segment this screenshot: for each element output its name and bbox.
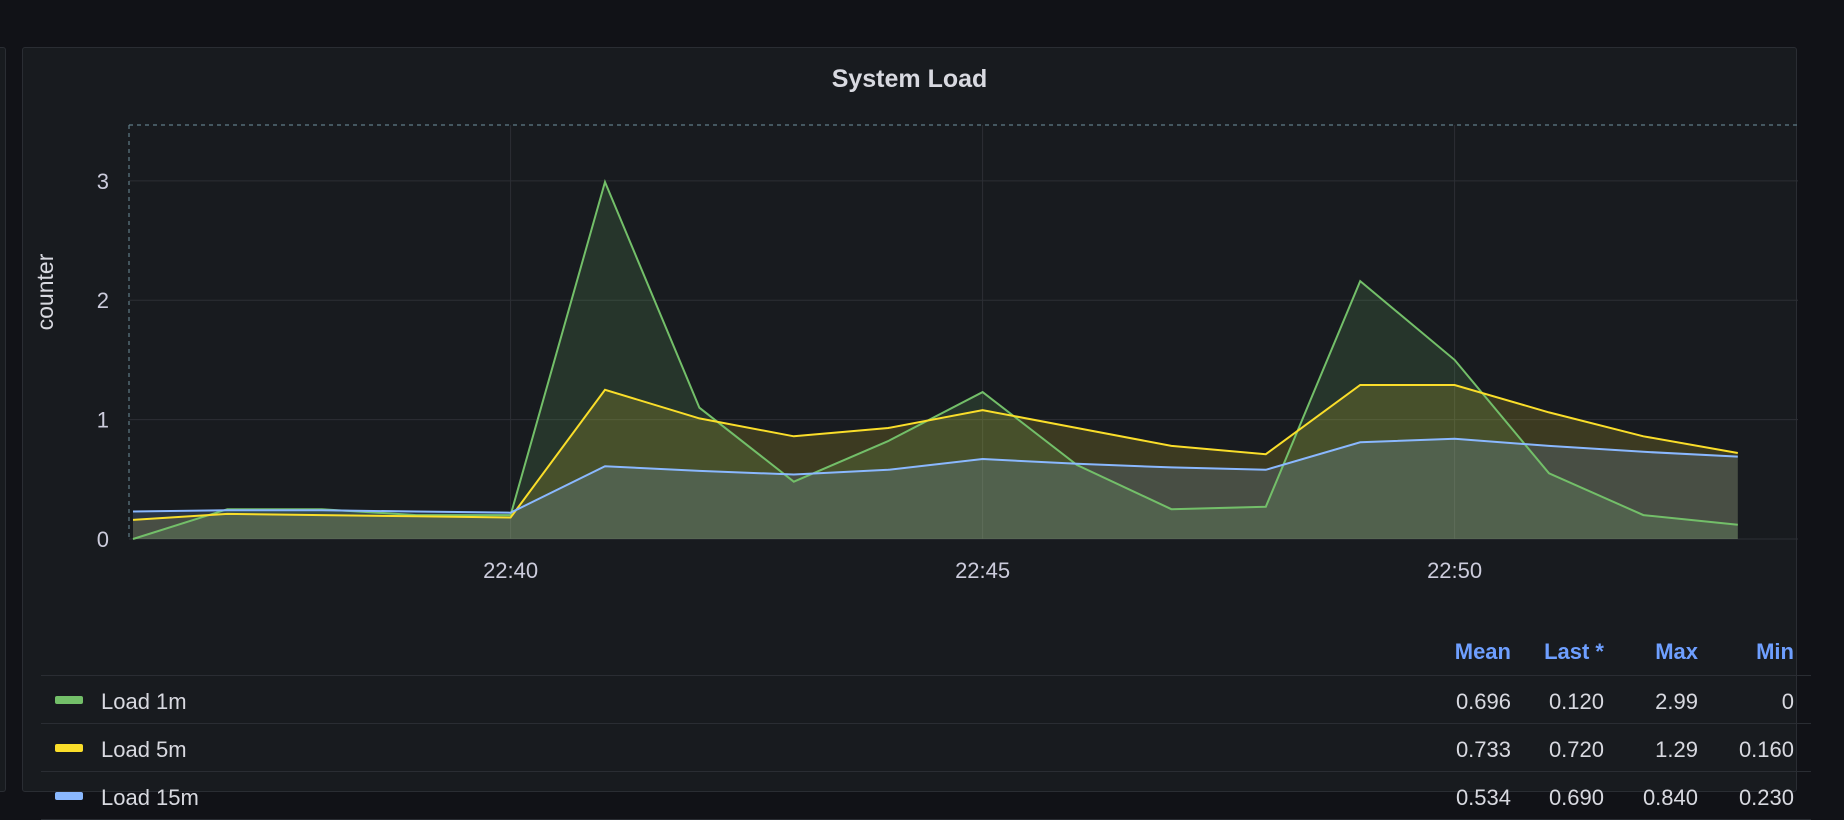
y-axis-label: counter xyxy=(32,253,58,330)
legend-max-value: 2.99 xyxy=(1655,689,1698,714)
legend-header-mean[interactable]: Mean xyxy=(1454,639,1511,664)
adjacent-panel-edge xyxy=(0,47,6,792)
legend-last-value: 0.120 xyxy=(1548,689,1604,714)
legend-header-max[interactable]: Max xyxy=(1655,639,1698,664)
legend-min-value: 0 xyxy=(1781,689,1794,714)
legend-table: Mean Last * Max Min Load 1m 0.696 0.120 … xyxy=(41,631,1811,820)
series-area-2 xyxy=(133,438,1738,539)
system-load-panel: System Load 0 1 2 3 22:40 22:45 22:50 counter M… xyxy=(22,47,1811,820)
legend-last-value: 0.720 xyxy=(1548,737,1604,762)
x-tick-label: 22:45 xyxy=(955,558,1010,583)
legend-min-value: 0.230 xyxy=(1738,785,1794,810)
legend-min-value: 0.160 xyxy=(1738,737,1794,762)
y-tick-label: 2 xyxy=(97,288,109,313)
legend-row-load-1m[interactable]: Load 1m 0.696 0.120 2.99 0 xyxy=(41,676,1811,724)
legend-swatch[interactable] xyxy=(55,792,83,800)
legend-header-last[interactable]: Last * xyxy=(1544,639,1604,664)
legend-header-min[interactable]: Min xyxy=(1756,639,1794,664)
y-tick-label: 0 xyxy=(97,527,109,552)
load-chart[interactable]: 0 1 2 3 22:40 22:45 22:50 counter xyxy=(23,48,1798,628)
legend-mean-value: 0.733 xyxy=(1455,737,1511,762)
legend-row-load-5m[interactable]: Load 5m 0.733 0.720 1.29 0.160 xyxy=(41,724,1811,772)
legend-header: Mean Last * Max Min xyxy=(41,631,1811,676)
x-tick-label: 22:50 xyxy=(1427,558,1482,583)
legend-swatch[interactable] xyxy=(55,744,83,752)
legend-max-value: 0.840 xyxy=(1642,785,1698,810)
legend-series-name[interactable]: Load 1m xyxy=(101,689,187,714)
legend-row-load-15m[interactable]: Load 15m 0.534 0.690 0.840 0.230 xyxy=(41,772,1811,820)
legend-max-value: 1.29 xyxy=(1655,737,1698,762)
series-line-1 xyxy=(132,384,1738,521)
y-tick-label: 1 xyxy=(97,408,109,433)
legend-last-value: 0.690 xyxy=(1548,785,1604,810)
y-tick-label: 3 xyxy=(97,169,109,194)
panel-title[interactable]: System Load xyxy=(831,65,988,93)
x-tick-label: 22:40 xyxy=(483,558,538,583)
series-line-2 xyxy=(132,437,1738,514)
legend-series-name[interactable]: Load 15m xyxy=(101,785,199,810)
legend-series-name[interactable]: Load 5m xyxy=(101,737,187,762)
series-line-0 xyxy=(132,178,1738,540)
legend-mean-value: 0.534 xyxy=(1455,785,1511,810)
legend-mean-value: 0.696 xyxy=(1455,689,1511,714)
legend-swatch[interactable] xyxy=(55,696,83,704)
